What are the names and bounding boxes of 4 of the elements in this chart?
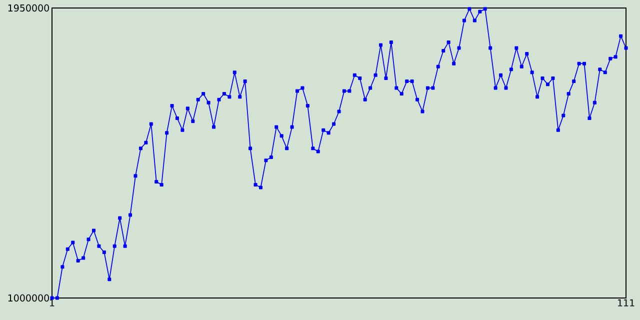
y-tick-label: 1950000 [8, 4, 49, 12]
y-tick-label: 1000000 [8, 294, 49, 302]
x-tick-label: 1 [50, 299, 54, 306]
x-tick-label: 111 [618, 299, 634, 306]
